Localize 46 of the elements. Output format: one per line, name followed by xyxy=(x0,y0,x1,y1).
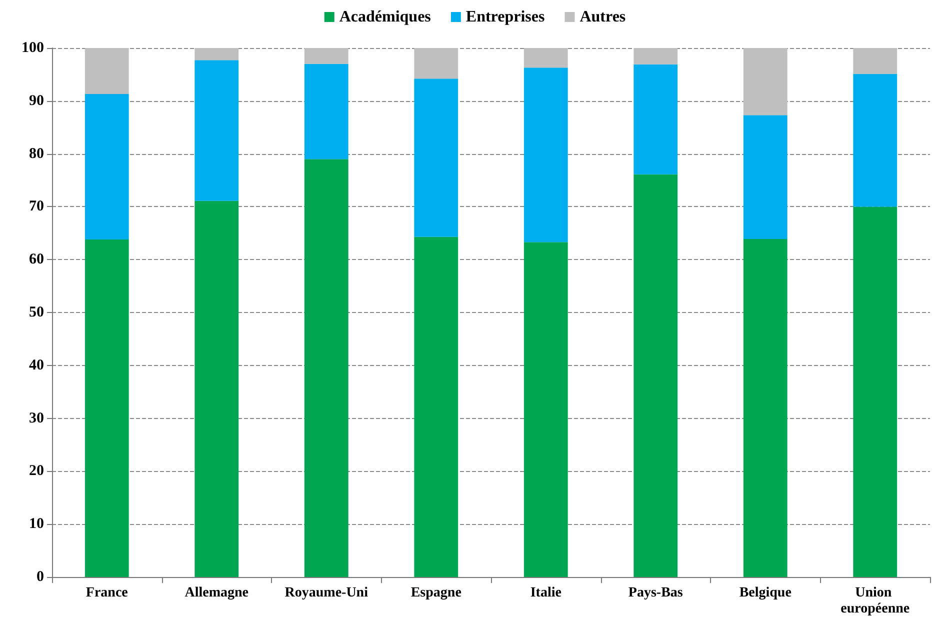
x-tick-label: Union européenne xyxy=(840,586,910,616)
bar xyxy=(743,48,788,116)
bar xyxy=(194,48,239,60)
y-tick-label: 60 xyxy=(29,252,44,268)
y-tick-label: 40 xyxy=(29,357,44,374)
x-tick-label: Belgique xyxy=(739,586,792,600)
bar xyxy=(414,48,458,79)
bar xyxy=(634,48,678,64)
y-tick-label: 50 xyxy=(29,304,44,320)
legend-label: Autres xyxy=(580,8,626,26)
bar xyxy=(194,200,239,577)
x-tick-label: Italie xyxy=(530,586,562,600)
bar xyxy=(853,48,898,74)
y-tick-label: 0 xyxy=(36,569,44,585)
y-tick-label: 20 xyxy=(29,463,44,480)
y-tick-label: 70 xyxy=(29,198,44,215)
legend-label: Entreprises xyxy=(466,8,545,26)
x-tick-label: Royaume-Uni xyxy=(284,586,368,600)
bar xyxy=(304,159,348,577)
bar xyxy=(304,64,348,160)
x-tick-label: Allemagne xyxy=(184,586,249,600)
bar xyxy=(524,242,568,577)
bar xyxy=(853,206,898,577)
bar xyxy=(634,174,678,577)
y-tick-label: 100 xyxy=(22,40,44,56)
bar xyxy=(84,94,129,240)
bar xyxy=(634,64,678,174)
bar xyxy=(194,60,239,201)
bar xyxy=(524,68,568,242)
bar xyxy=(414,236,458,577)
bar xyxy=(304,48,348,64)
x-tick-label: Espagne xyxy=(410,586,462,600)
bar xyxy=(84,240,129,577)
y-tick-label: 10 xyxy=(29,516,44,532)
bar xyxy=(743,115,788,239)
y-tick-label: 80 xyxy=(29,146,44,162)
bar xyxy=(524,48,568,68)
x-tick-label: Pays-Bas xyxy=(628,586,684,600)
y-tick-label: 30 xyxy=(29,410,44,426)
y-tick-label: 90 xyxy=(29,92,44,109)
legend-label: Académiques xyxy=(339,8,431,26)
bar xyxy=(743,238,788,577)
x-tick-label: France xyxy=(86,586,128,600)
bar xyxy=(853,74,898,207)
bar xyxy=(84,48,129,94)
bar xyxy=(414,78,458,237)
